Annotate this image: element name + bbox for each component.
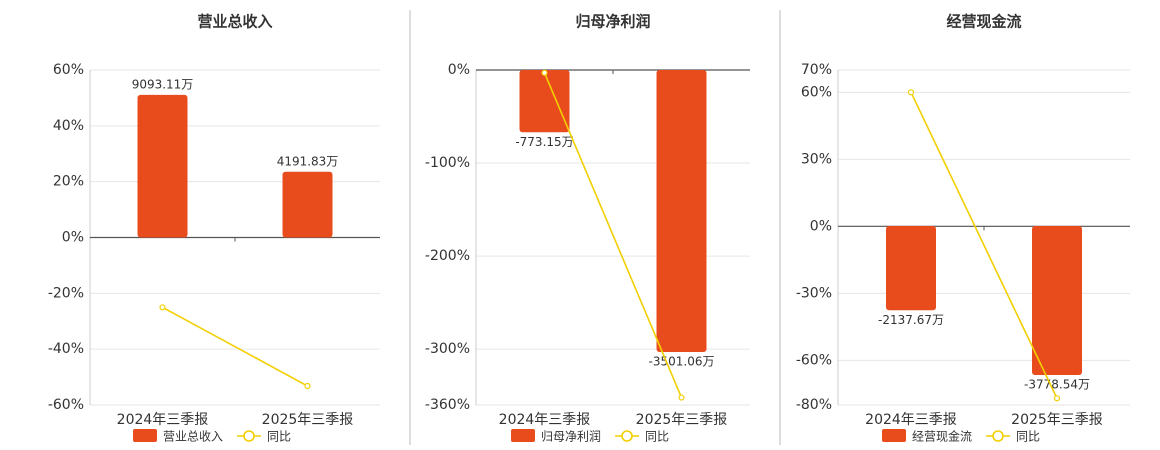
data-label: -3778.54万 <box>1024 377 1090 391</box>
legend-label: 归母净利润 <box>541 430 601 444</box>
y-tick-label: -300% <box>425 341 470 357</box>
bar <box>137 94 188 238</box>
bar <box>519 70 570 133</box>
data-label: -773.15万 <box>515 135 573 149</box>
y-tick-label: -60% <box>796 352 832 368</box>
line <box>162 306 308 387</box>
y-tick-label: 40% <box>53 118 84 134</box>
line-point <box>678 394 685 401</box>
x-tick-label: 2024年三季报 <box>865 412 957 428</box>
legend-label: 同比 <box>645 430 669 444</box>
y-tick-label: -40% <box>48 341 84 357</box>
y-tick-label: 0% <box>810 218 832 234</box>
bar <box>282 171 333 238</box>
line-point <box>1053 395 1061 402</box>
x-tick-label: 2024年三季报 <box>499 412 591 428</box>
data-label: 9093.11万 <box>132 77 194 91</box>
y-tick-label: -80% <box>796 397 832 413</box>
chart-title: 营业总收入 <box>197 13 272 31</box>
y-tick-label: 60% <box>801 84 832 100</box>
legend-swatch <box>133 429 157 442</box>
y-tick-label: -100% <box>425 155 470 171</box>
y-tick-label: 0% <box>62 230 84 246</box>
x-tick-label: 2025年三季报 <box>262 412 354 428</box>
legend-label: 同比 <box>1016 430 1040 444</box>
data-label: 4191.83万 <box>277 154 339 168</box>
legend-swatch <box>511 429 535 442</box>
legend-label: 经营现金流 <box>912 429 972 444</box>
y-tick-label: 20% <box>53 174 84 190</box>
x-tick-label: 2024年三季报 <box>117 412 209 428</box>
legend-swatch <box>882 429 906 442</box>
line <box>910 91 1058 399</box>
y-tick-label: -60% <box>48 397 84 413</box>
legend-swatch <box>243 430 255 442</box>
y-tick-label: 60% <box>53 62 84 78</box>
data-label: -3501.06万 <box>649 355 715 369</box>
chart-title: 归母净利润 <box>575 13 650 31</box>
y-tick-label: 30% <box>801 151 832 167</box>
bar <box>656 70 707 353</box>
y-tick-label: -20% <box>48 285 84 301</box>
legend-swatch <box>992 430 1004 442</box>
line-point <box>541 69 548 76</box>
legend-label: 营业总收入 <box>163 430 223 444</box>
line <box>543 72 683 398</box>
data-label: -2137.67万 <box>878 313 944 327</box>
x-tick-label: 2025年三季报 <box>1011 412 1103 428</box>
x-tick-label: 2025年三季报 <box>636 412 728 428</box>
y-tick-label: 70% <box>801 62 832 78</box>
y-tick-label: -30% <box>796 285 832 301</box>
bar <box>886 225 936 311</box>
legend-swatch <box>621 430 633 442</box>
line-point <box>159 304 166 311</box>
legend-label: 同比 <box>267 430 291 444</box>
y-tick-label: -360% <box>425 397 470 413</box>
chart-title: 经营现金流 <box>946 13 1021 31</box>
line-point <box>907 89 915 96</box>
bar <box>1032 225 1082 375</box>
y-tick-label: 0% <box>448 62 470 78</box>
y-tick-label: -200% <box>425 248 470 264</box>
line-point <box>304 382 311 390</box>
